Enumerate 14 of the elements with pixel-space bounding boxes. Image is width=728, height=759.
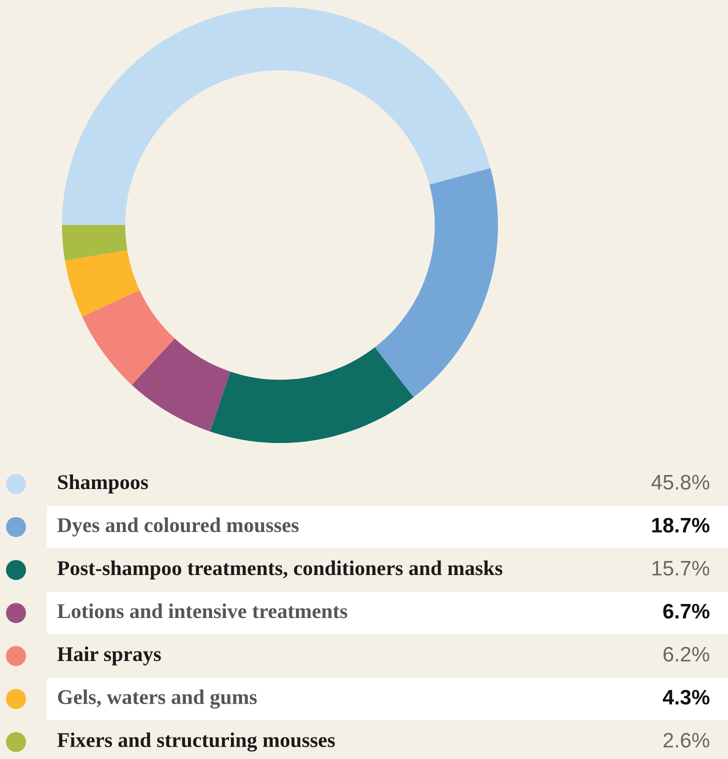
- data-label: 6.7%: [663, 604, 710, 619]
- legend-label: Shampoos: [58, 474, 148, 494]
- legend-label: Gels, waters and gums: [58, 689, 257, 709]
- legend-label: Fixers and structuring mousses: [57, 732, 335, 752]
- data-label: 15.7%: [652, 560, 710, 576]
- data-label: 45.8%: [651, 474, 710, 490]
- legend-label: Dyes and coloured mousses: [57, 518, 299, 536]
- data-label: 18.7%: [652, 518, 710, 533]
- data-label: 4.3%: [662, 690, 710, 705]
- legend-label: Post-shampoo treatments, conditioners and masks: [57, 560, 502, 580]
- data-label: 6.2%: [664, 646, 710, 662]
- legend-label: Hair sprays: [57, 646, 161, 666]
- data-label: 2.6%: [664, 732, 710, 748]
- legend-label: Lotions and intensive treatments: [57, 604, 348, 618]
